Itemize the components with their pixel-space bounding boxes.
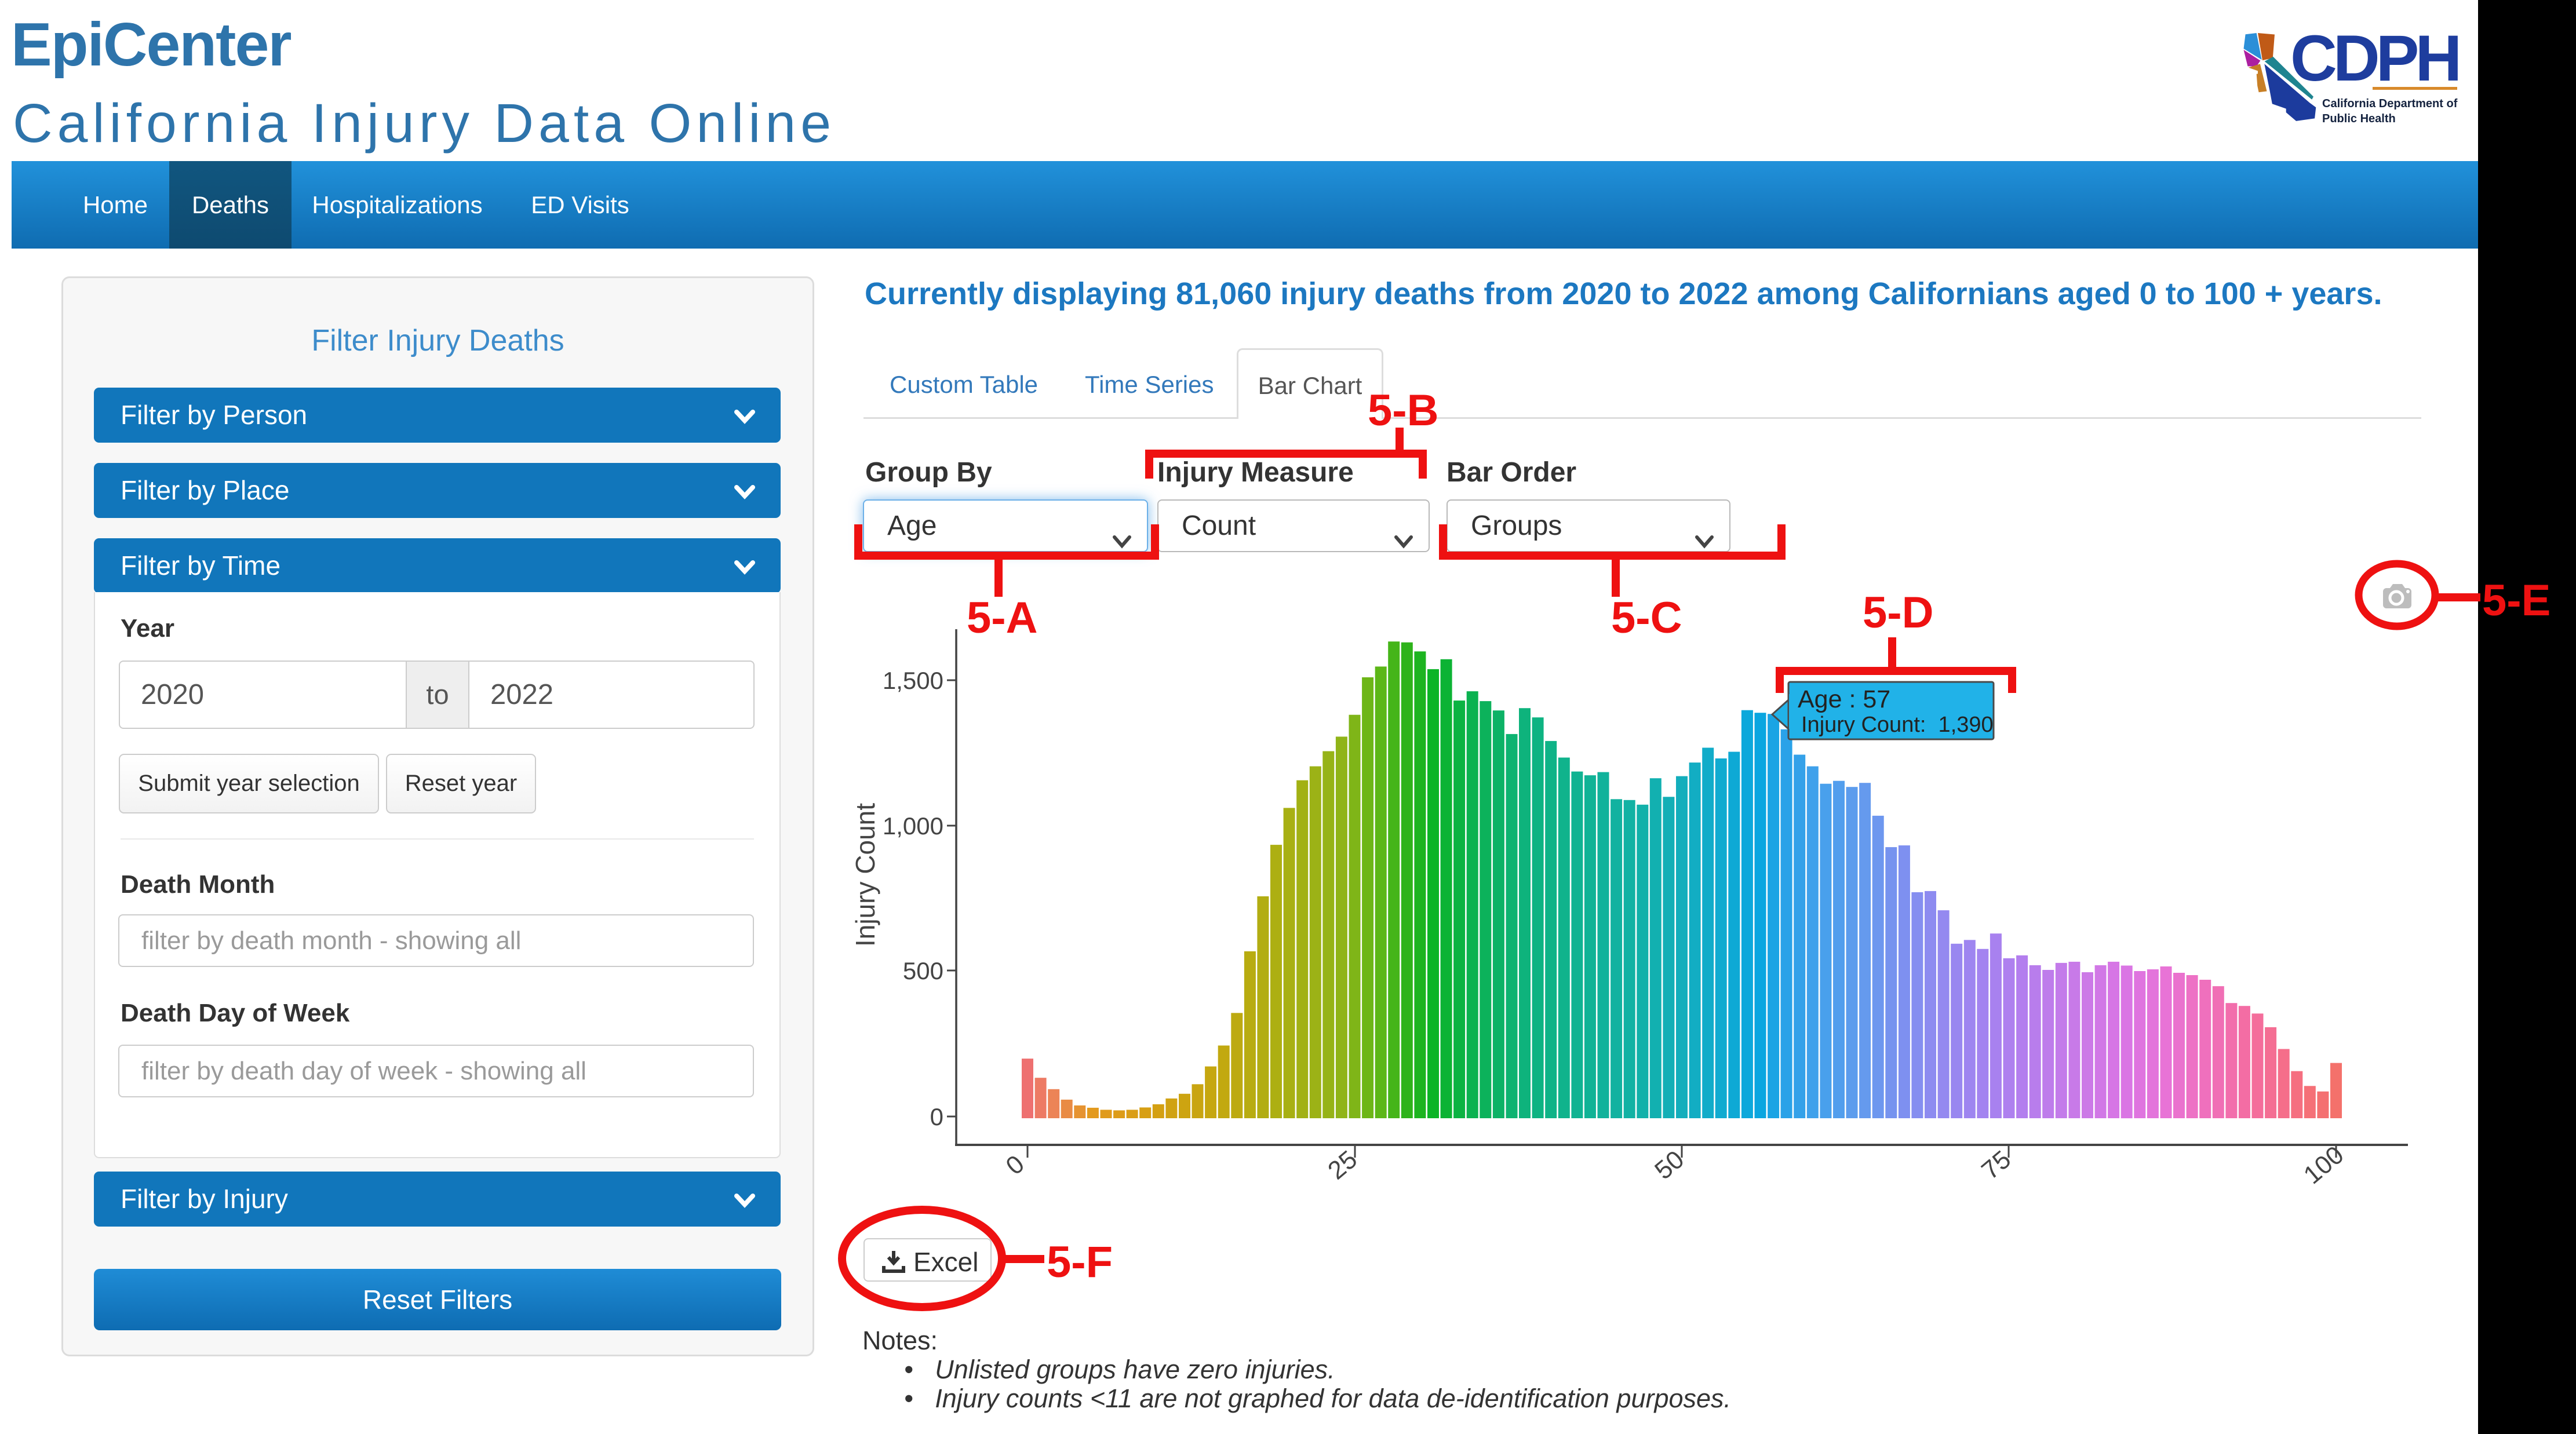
svg-text:5-A: 5-A	[967, 593, 1037, 643]
svg-text:5-F: 5-F	[1047, 1238, 1113, 1287]
svg-text:5-C: 5-C	[1611, 593, 1682, 643]
svg-text:5-B: 5-B	[1368, 386, 1438, 435]
svg-text:5-D: 5-D	[1863, 588, 1933, 637]
svg-text:Injury Count: Injury Count	[850, 803, 880, 947]
svg-text:0: 0	[930, 1103, 943, 1130]
svg-text:Injury Count: 1,390: Injury Count: 1,390	[1801, 713, 1994, 737]
svg-text:500: 500	[903, 957, 943, 984]
svg-text:5-E: 5-E	[2482, 576, 2551, 625]
svg-text:Age : 57: Age : 57	[1798, 685, 1890, 713]
svg-text:1,500: 1,500	[883, 667, 943, 694]
svg-text:1,000: 1,000	[883, 812, 943, 840]
